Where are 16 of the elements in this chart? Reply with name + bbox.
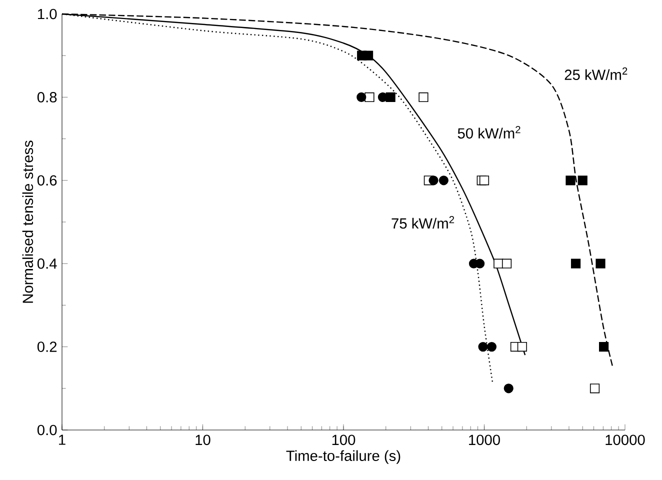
y-tick-label: 0.0 — [37, 424, 57, 436]
y-tick-label: 1.0 — [38, 8, 57, 20]
y-tick-label: 0.8 — [37, 92, 57, 102]
series-label: 25 kW/m$^{2}$ — [564, 67, 628, 80]
series-label: 50 kW/m$^{2}$ — [458, 126, 520, 139]
y-tick-label: 0.4 — [37, 258, 57, 269]
y-tick-label: 0.2 — [37, 342, 57, 352]
x-tick-label: 1 — [59, 434, 66, 445]
x-tick-label: 10000 — [606, 434, 645, 446]
x-tick-label: 10 — [196, 434, 210, 446]
x-tick-label: 1000 — [469, 434, 500, 446]
series-label: 75 kW/m$^{2}$ — [392, 216, 454, 229]
y-tick-label: 0.6 — [37, 175, 57, 186]
x-axis-title: Time-to-failure (s) — [286, 450, 400, 464]
x-tick-label: 100 — [332, 434, 356, 446]
y-axis-title: Normalised tensile stress — [22, 140, 34, 303]
